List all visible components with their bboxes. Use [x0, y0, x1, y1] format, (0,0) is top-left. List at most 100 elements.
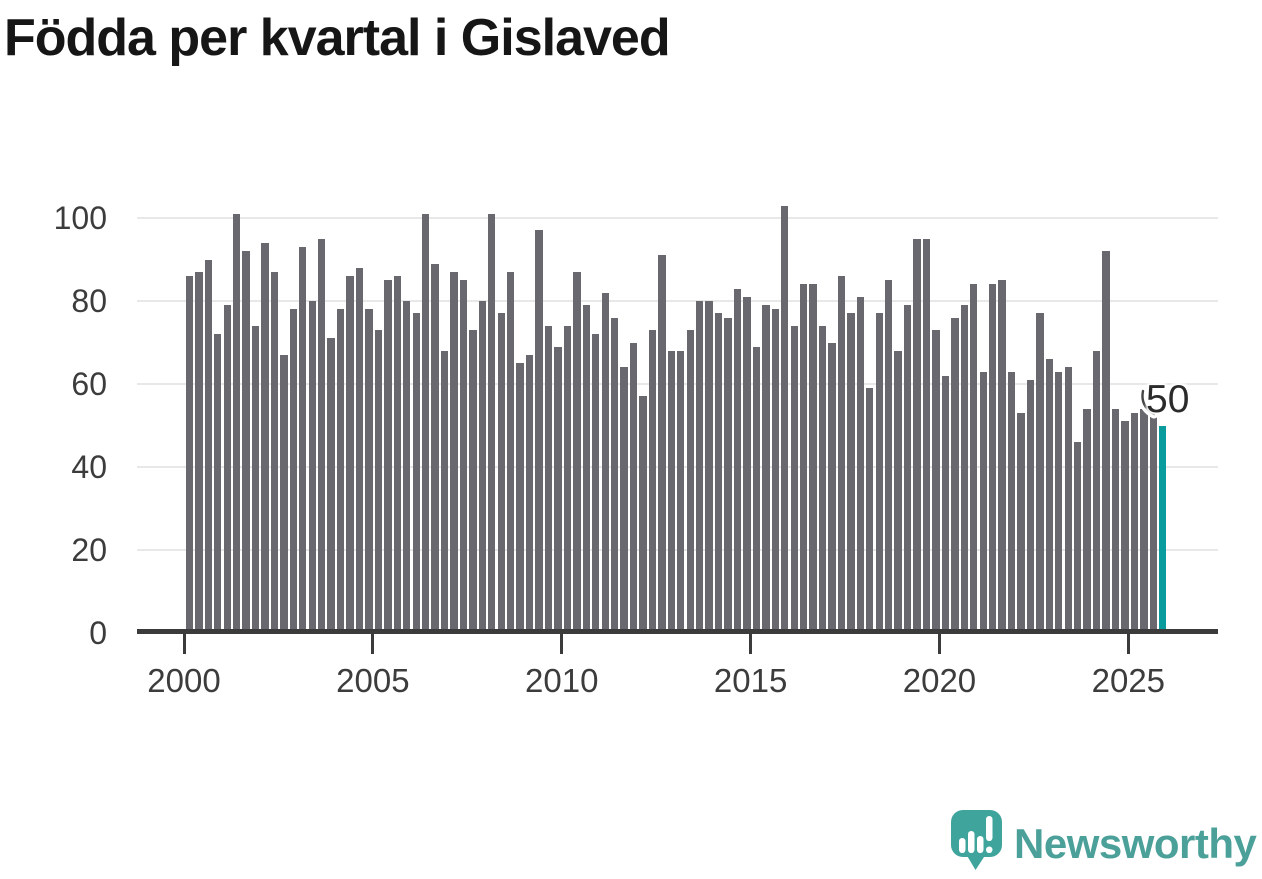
- bar: [412, 313, 420, 633]
- bar: [261, 242, 269, 633]
- bar: [885, 280, 893, 633]
- bar: [1064, 367, 1072, 633]
- bar: [828, 342, 836, 633]
- bar: [431, 263, 439, 633]
- bar: [648, 330, 657, 633]
- bar: [544, 325, 553, 633]
- bar: [1017, 413, 1025, 633]
- bar: [771, 309, 779, 633]
- bar: [1055, 371, 1063, 633]
- bar: [384, 280, 392, 633]
- x-axis-tick: [371, 633, 375, 654]
- bar: [251, 325, 260, 633]
- bar: [1149, 413, 1157, 633]
- bar: [686, 330, 694, 633]
- bar: [875, 313, 883, 633]
- bar: [185, 276, 194, 633]
- bar: [488, 213, 496, 633]
- bar: [743, 296, 751, 633]
- bar: [450, 271, 458, 633]
- x-axis-tick: [1126, 633, 1130, 654]
- bar: [280, 354, 288, 633]
- bar: [421, 213, 430, 633]
- bar: [1045, 359, 1054, 633]
- bar: [318, 238, 326, 633]
- bar: [1140, 408, 1148, 633]
- x-axis-line: [137, 629, 1218, 634]
- y-tick-label: 100: [53, 200, 107, 236]
- bar: [790, 325, 798, 633]
- x-tick-label: 2015: [713, 662, 788, 699]
- bar: [374, 330, 383, 633]
- bar: [1007, 371, 1016, 633]
- bar: [866, 388, 874, 633]
- bar: [724, 317, 732, 633]
- bar: [705, 301, 713, 633]
- bar: [799, 284, 808, 633]
- bar: [610, 317, 619, 633]
- bar: [809, 284, 817, 633]
- bar: [308, 301, 316, 633]
- bar: [979, 371, 987, 633]
- bar: [847, 313, 855, 633]
- bar: [1026, 379, 1035, 633]
- bar: [856, 296, 865, 633]
- bar: [525, 354, 534, 633]
- bar: [204, 259, 212, 633]
- bar: [970, 284, 978, 633]
- bar: [478, 301, 487, 633]
- bar: [629, 342, 638, 633]
- bar: [752, 346, 761, 633]
- bar: [299, 247, 307, 633]
- gridline: [137, 300, 1218, 302]
- bar: [242, 251, 250, 633]
- bar: [270, 271, 279, 633]
- bar: [601, 292, 609, 633]
- bar: [336, 309, 345, 633]
- newsworthy-logo: Newsworthy: [948, 806, 1260, 876]
- bar: [592, 334, 600, 633]
- bar: [289, 309, 298, 633]
- y-tick-label: 40: [71, 449, 107, 485]
- bar: [563, 325, 572, 633]
- bar: [355, 267, 364, 633]
- x-axis-tick: [937, 633, 941, 654]
- bar: [941, 375, 950, 633]
- x-tick-label: 2000: [147, 662, 221, 699]
- bar: [469, 330, 477, 633]
- bar: [951, 317, 959, 633]
- bar: [696, 301, 704, 633]
- bar: [516, 363, 524, 633]
- bar: [582, 305, 590, 633]
- bar: [1083, 408, 1091, 633]
- bar: [818, 325, 827, 633]
- bar: [1121, 421, 1129, 633]
- bar: [403, 301, 411, 633]
- x-axis-tick: [182, 633, 186, 654]
- bar: [497, 313, 505, 633]
- x-tick-label: 2025: [1091, 662, 1166, 699]
- bar: [1092, 350, 1101, 633]
- x-axis-tick: [560, 633, 564, 654]
- x-tick-label: 2020: [902, 662, 977, 699]
- bar: [620, 367, 628, 633]
- bar: [894, 350, 902, 633]
- newsworthy-logo-icon: [951, 810, 1002, 870]
- bar: [922, 238, 931, 633]
- bar: [365, 309, 373, 633]
- bar: [714, 313, 723, 633]
- bar: [393, 276, 401, 633]
- chart-title: Födda per kvartal i Gislaved: [4, 9, 671, 67]
- bar: [1111, 408, 1120, 633]
- bar: [554, 346, 562, 633]
- bar: [223, 305, 231, 633]
- y-tick-label: 0: [89, 615, 107, 651]
- bar: [1102, 251, 1110, 633]
- bar: [639, 396, 647, 633]
- bar: [733, 288, 742, 633]
- bar: [667, 350, 676, 633]
- gridline: [137, 217, 1218, 219]
- bar: [459, 280, 468, 633]
- bar: [837, 276, 846, 633]
